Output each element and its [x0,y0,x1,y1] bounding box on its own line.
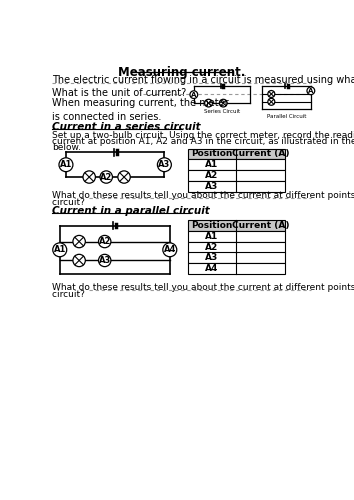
Text: A1: A1 [53,246,66,254]
Bar [188,170,285,181]
Text: circuit?: circuit? [52,290,88,299]
Text: Current in a parallel circuit: Current in a parallel circuit [52,206,210,216]
Text: Current (A): Current (A) [232,150,290,158]
Text: Series Circuit: Series Circuit [204,108,240,114]
Text: A1: A1 [205,160,219,169]
Circle shape [100,171,113,183]
Bar [188,231,285,241]
Circle shape [268,90,275,98]
Text: A: A [191,92,196,98]
Text: A4: A4 [164,246,176,254]
Text: A2: A2 [205,171,219,180]
Text: When measuring current, the meter
is connected in series.: When measuring current, the meter is con… [52,98,229,122]
Bar [188,252,285,264]
Circle shape [307,87,315,94]
Bar [188,148,285,160]
Text: What is the unit of current?: What is the unit of current? [52,88,189,98]
Text: Set up a two-bulb circuit. Using the correct meter, record the reading the: Set up a two-bulb circuit. Using the cor… [52,131,354,140]
Text: A2: A2 [205,242,219,252]
Circle shape [205,100,212,107]
Circle shape [190,91,198,98]
Circle shape [73,254,85,266]
Circle shape [73,236,85,248]
Circle shape [53,243,67,256]
Text: Measuring current.: Measuring current. [118,66,245,79]
Text: A1: A1 [60,160,72,169]
Text: What do these results tell you about the current at different points in a series: What do these results tell you about the… [52,284,354,292]
Text: circuit?: circuit? [52,198,88,207]
Text: Current (A): Current (A) [232,221,290,230]
Bar [188,264,285,274]
Circle shape [219,100,227,107]
Circle shape [59,158,73,172]
Bar [188,181,285,192]
Bar [188,242,285,252]
Circle shape [83,171,95,183]
Text: What do these results tell you about the current at different points in a series: What do these results tell you about the… [52,191,354,200]
Text: Parallel Circuit: Parallel Circuit [267,114,306,119]
Text: A3: A3 [98,256,111,265]
Text: Position: Position [192,221,233,230]
Text: A2: A2 [98,237,111,246]
Text: The electric current flowing in a circuit is measured using what device?: The electric current flowing in a circui… [52,76,354,86]
Circle shape [118,171,130,183]
Circle shape [158,158,171,172]
Text: below.: below. [52,143,81,152]
Text: current at position A1, A2 and A3 in the circuit, as illustrated in the diagrams: current at position A1, A2 and A3 in the… [52,137,354,146]
Text: Position: Position [192,150,233,158]
Text: A2: A2 [100,172,113,182]
Bar [188,220,285,231]
Bar [188,160,285,170]
Text: Current in a series circuit: Current in a series circuit [52,122,201,132]
Circle shape [98,254,111,266]
Text: A1: A1 [205,232,219,241]
Circle shape [268,98,275,105]
Text: A4: A4 [205,264,219,273]
Circle shape [98,236,111,248]
Text: A3: A3 [205,254,219,262]
Text: A3: A3 [205,182,219,191]
Circle shape [163,243,177,256]
Text: A: A [308,88,314,94]
Text: A3: A3 [158,160,171,169]
